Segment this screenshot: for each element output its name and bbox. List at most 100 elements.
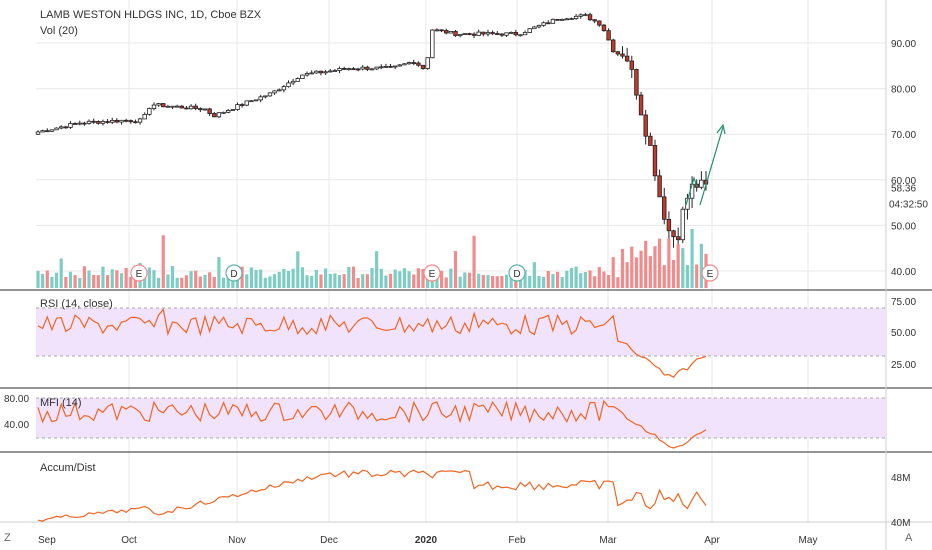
volume-bar: [639, 250, 643, 288]
candle-body: [601, 24, 607, 32]
candle-body: [63, 126, 69, 129]
earnings-marker[interactable]: [701, 264, 719, 282]
candle-body: [179, 105, 185, 109]
ad-indicator-label[interactable]: Accum/Dist: [40, 462, 96, 474]
candle-body: [569, 18, 574, 21]
candle-body: [128, 120, 133, 123]
candle-body: [369, 68, 375, 71]
candle-body: [188, 105, 194, 110]
rsi-axis-tick-label: 75.00: [891, 297, 916, 308]
candle-body: [165, 105, 171, 108]
candle-body: [221, 111, 226, 114]
candle-body: [86, 120, 92, 124]
volume-bar: [588, 270, 592, 288]
volume-bar: [620, 248, 625, 288]
candle-body: [235, 104, 240, 110]
candle-body: [151, 104, 157, 110]
volume-bar: [681, 248, 685, 288]
volume-bar: [393, 269, 397, 288]
candle-body: [49, 129, 55, 132]
volume-bar: [695, 264, 699, 288]
volume-bar: [653, 246, 657, 288]
volume-bar: [398, 271, 402, 288]
volume-bar: [523, 269, 527, 288]
mfi-indicator-label[interactable]: MFI (14): [40, 397, 82, 409]
candle-body: [174, 105, 180, 108]
volume-bar: [439, 270, 444, 288]
candle-body: [304, 73, 310, 76]
candle-body: [675, 236, 681, 241]
candle-body: [258, 96, 263, 101]
volume-bar: [105, 275, 110, 288]
candle-body: [504, 32, 509, 36]
candle-body: [216, 112, 222, 118]
volume-bar: [495, 276, 499, 288]
projection-arrow-short[interactable]: [685, 176, 698, 206]
candle-body: [379, 66, 384, 69]
candle-body: [532, 26, 537, 30]
earnings-marker[interactable]: [130, 264, 148, 282]
volume-bar: [249, 267, 253, 288]
volume-bar: [50, 276, 54, 288]
symbol-title[interactable]: LAMB WESTON HLDGS INC, 1D, Cboe BZX: [40, 9, 262, 21]
volume-bar: [101, 266, 105, 288]
candle-body: [360, 66, 365, 70]
candle-body: [522, 32, 528, 36]
time-axis-label: Oct: [121, 535, 137, 546]
auto-scale-toggle[interactable]: A: [905, 532, 913, 544]
candle-body: [499, 33, 505, 36]
candle-body: [536, 24, 542, 28]
log-scale-toggle[interactable]: Z: [4, 532, 11, 544]
volume-bar: [259, 269, 263, 288]
candle-body: [555, 18, 560, 21]
price-axis-tick-label: 60.00: [891, 176, 916, 187]
volume-bar: [300, 267, 305, 288]
candle-body: [193, 105, 198, 109]
time-axis-label: Mar: [599, 535, 617, 546]
volume-bar: [690, 229, 694, 288]
volume-bar: [579, 273, 583, 288]
volume-indicator-label[interactable]: Vol (20): [40, 25, 78, 37]
volume-bar: [314, 269, 318, 288]
price-axis-tick-label: 40.00: [891, 267, 916, 278]
candle-body: [592, 19, 597, 22]
rsi-axis-tick-label: 50.00: [891, 328, 916, 339]
candle-body: [272, 90, 277, 94]
volume-bar: [59, 258, 63, 288]
candle-body: [249, 100, 254, 103]
candle-body: [564, 18, 570, 21]
candle-body: [355, 68, 361, 71]
candle-body: [337, 68, 342, 71]
volume-bar: [78, 277, 82, 288]
candle-body: [170, 105, 175, 108]
earnings-marker[interactable]: [423, 264, 441, 282]
candle-body: [680, 208, 686, 241]
volume-bar: [421, 268, 425, 288]
candle-body: [77, 122, 82, 125]
volume-bar: [277, 271, 281, 288]
volume-bar: [64, 276, 68, 288]
dividend-marker[interactable]: [508, 264, 526, 282]
candle-body: [346, 68, 352, 71]
dividend-marker[interactable]: [225, 264, 243, 282]
volume-bar: [467, 272, 472, 288]
candle-body: [448, 30, 454, 34]
candle-body: [309, 72, 314, 75]
volume-bar: [453, 251, 458, 288]
candle-body: [142, 113, 147, 120]
time-axis-label: May: [799, 535, 818, 546]
volume-bar: [41, 273, 45, 288]
volume-bar: [491, 276, 495, 288]
volume-bar: [644, 240, 648, 288]
volume-bar: [68, 271, 73, 288]
candle-body: [392, 65, 398, 68]
mfi-line: [37, 399, 707, 449]
projection-arrow-long[interactable]: [699, 126, 724, 206]
volume-bar: [347, 266, 351, 288]
volume-bar: [602, 271, 606, 288]
rsi-indicator-label[interactable]: RSI (14, close): [40, 298, 113, 310]
candle-body: [82, 122, 87, 125]
volume-bar: [606, 275, 611, 288]
